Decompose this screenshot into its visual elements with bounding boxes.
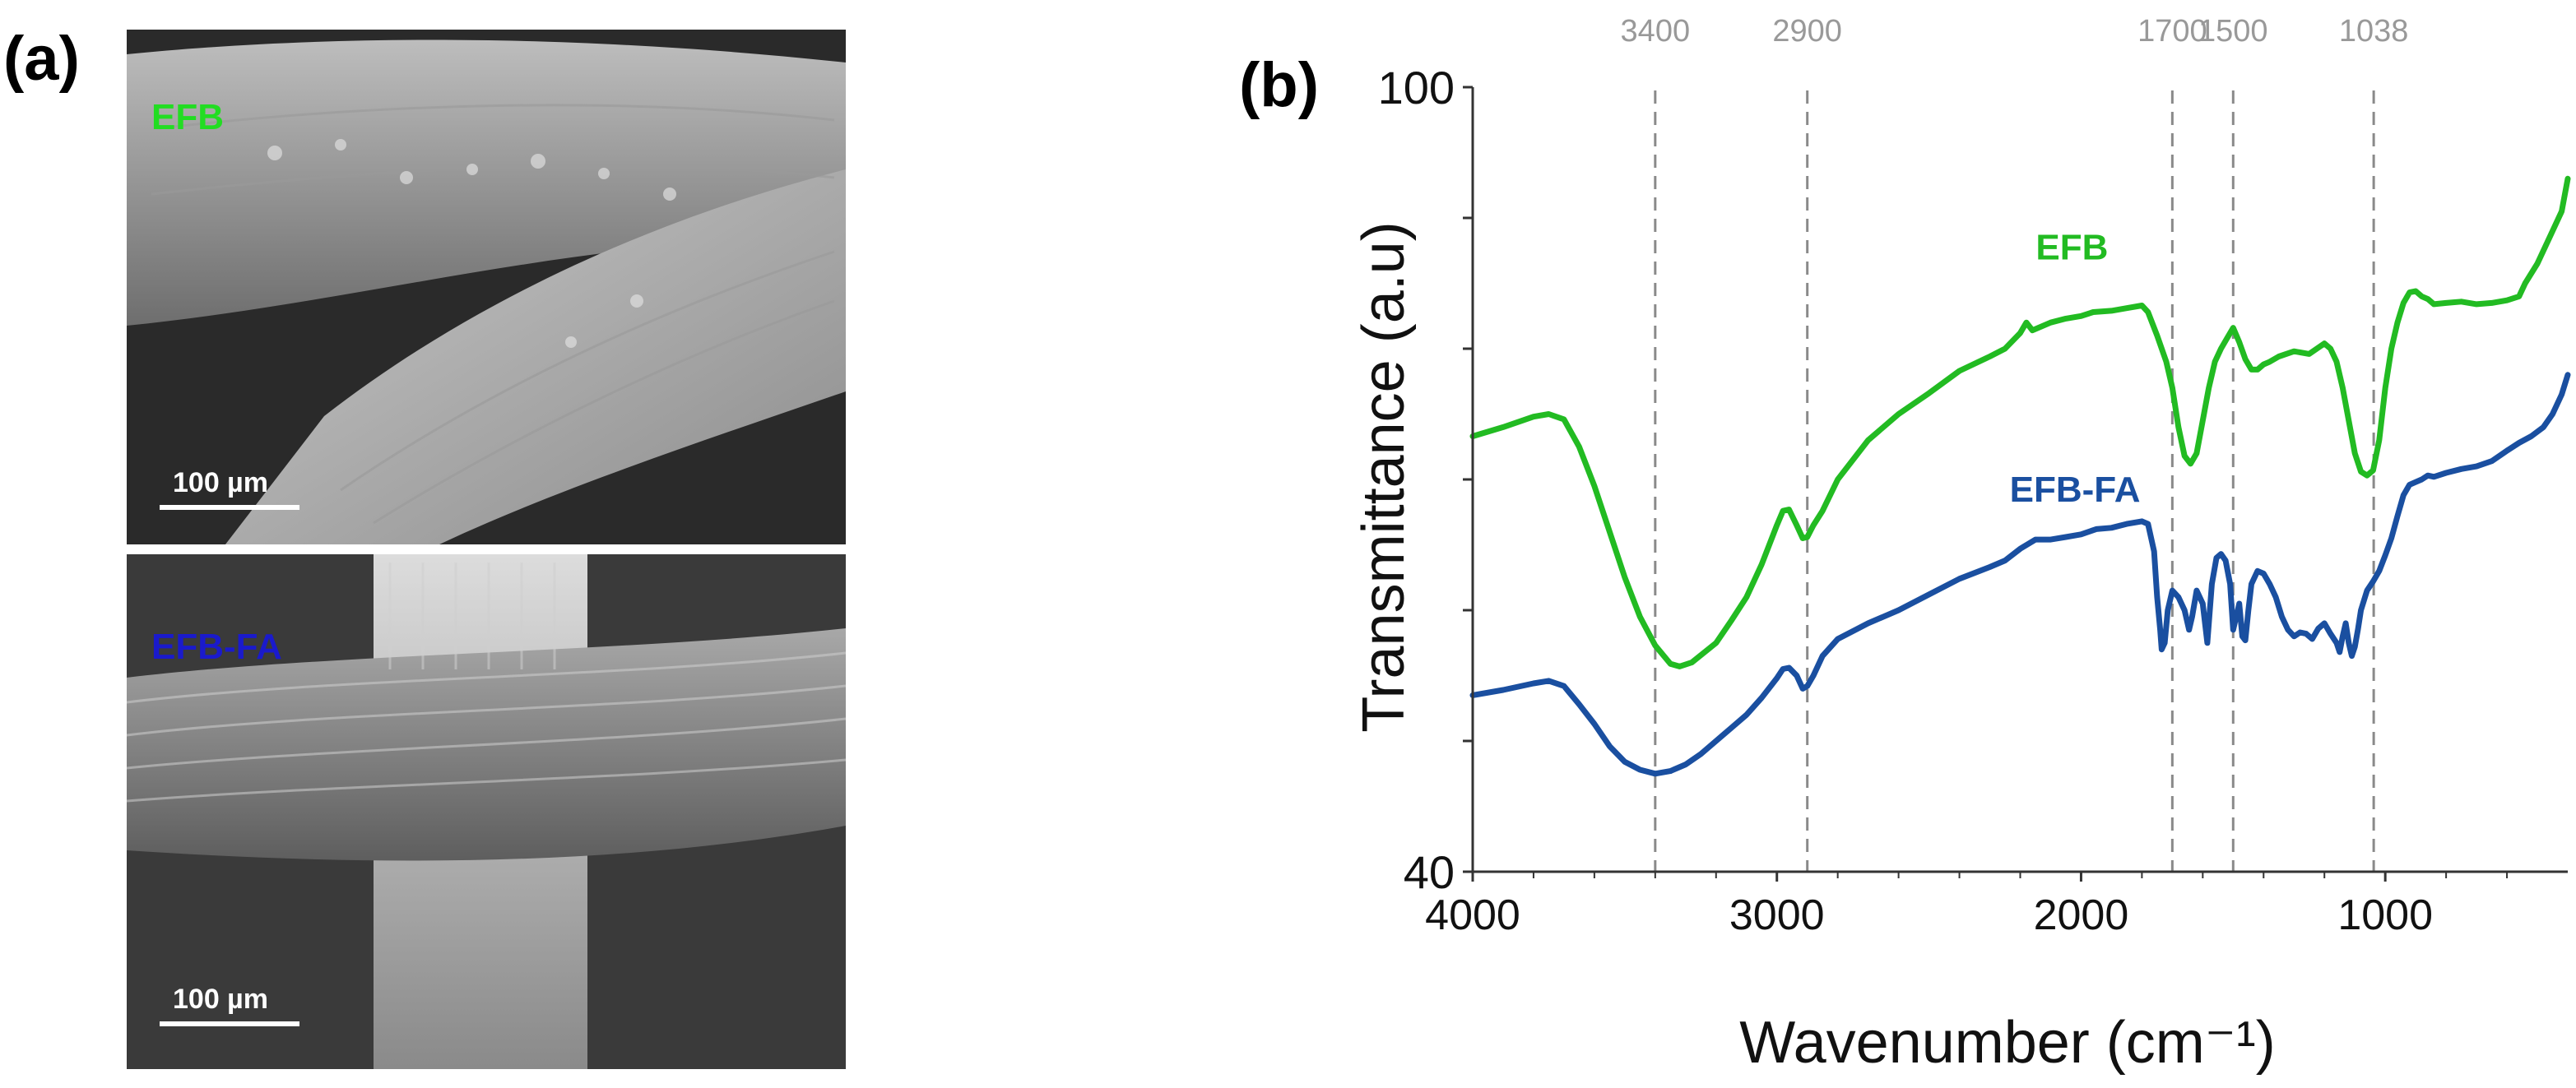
y-axis-title: Transmittance (a.u)	[1351, 221, 1417, 733]
annotation-efb-fa: EFB-FA	[2010, 470, 2141, 510]
x-tick-label-2000: 2000	[2034, 891, 2129, 939]
y-tick-label-40: 40	[1404, 846, 1455, 898]
panel-label-a: (a)	[3, 24, 80, 94]
reference-line-label-1700: 1700	[2137, 14, 2207, 49]
x-tick-label-1000: 1000	[2337, 891, 2433, 939]
scale-label-efb: 100 µm	[173, 467, 268, 498]
scale-label-efb-fa: 100 µm	[173, 984, 268, 1015]
series-line-efb-fa	[1469, 372, 2571, 777]
reference-line-label-1500: 1500	[2198, 14, 2268, 49]
ticks: 4000 3000 2000 1000 40 100	[1378, 62, 2509, 939]
y-tick-label-100: 100	[1378, 62, 1455, 113]
sem-tag-efb: EFB	[151, 97, 224, 137]
reference-line-label-2900: 2900	[1772, 14, 1842, 49]
scale-bar-efb	[160, 505, 299, 510]
sem-image-efb-fa: EFB-FA 100 µm	[127, 554, 846, 1069]
series-line-efb	[1469, 175, 2571, 669]
x-axis-title: Wavenumber (cm⁻¹)	[1739, 1010, 2275, 1076]
reference-line-label-3400: 3400	[1621, 14, 1691, 49]
scale-bar-efb-fa	[160, 1021, 299, 1026]
sem-image-efb: EFB 100 µm	[127, 30, 846, 544]
sem-micrograph-efb-fa	[127, 554, 846, 1069]
annotation-efb: EFB	[2035, 227, 2108, 267]
sem-micrograph-efb	[127, 30, 846, 544]
panel-label-b: (b)	[1239, 50, 1320, 120]
reference-line-label-1038: 1038	[2339, 14, 2409, 49]
series-layer: EFB EFB-FA	[1469, 175, 2571, 777]
x-tick-label-4000: 4000	[1425, 891, 1520, 939]
x-tick-label-3000: 3000	[1729, 891, 1825, 939]
sem-tag-efb-fa: EFB-FA	[151, 627, 282, 667]
